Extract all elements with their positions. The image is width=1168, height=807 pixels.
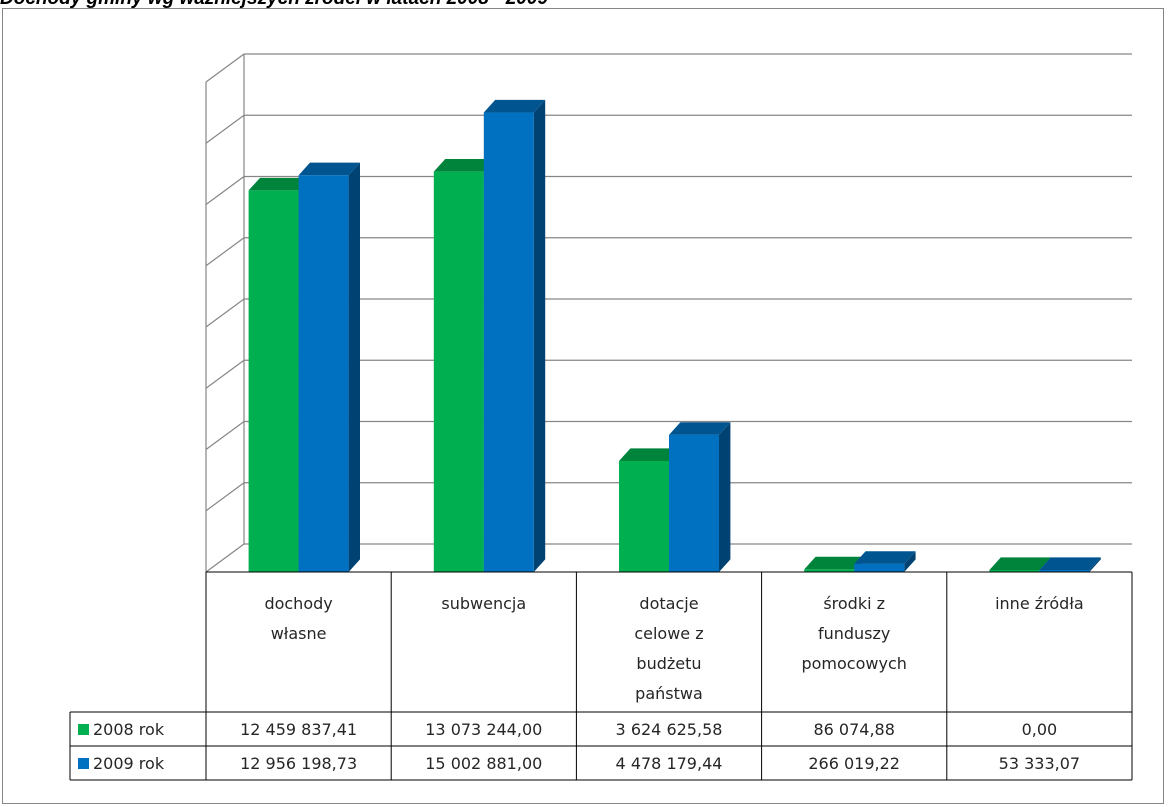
data-label: 86 074,88 [813,720,895,739]
data-label: 4 478 179,44 [615,754,723,773]
bar-2009-rok-2 [669,434,719,572]
data-label: 53 333,07 [998,754,1081,773]
gridline-side [205,53,245,83]
bar-2009-rok-1 [483,112,534,572]
category-label: dochody własne [264,594,333,643]
gridline-side [205,421,245,450]
bar-2009-rok-1-top [483,99,546,113]
data-label: 12 956 198,73 [240,754,358,773]
bar-2009-rok-4-top [1039,557,1101,570]
bar-2009-rok-3-top [854,551,916,564]
gridline-side [205,298,245,328]
legend-label: 2009 rok [93,754,165,773]
bar-2008-rok-1-top [433,159,496,172]
bar-2008-rok-3 [804,569,855,572]
bar-2008-rok-3-top [804,556,866,570]
data-label: 266 019,22 [808,754,900,773]
data-label: 0,00 [1021,720,1058,739]
data-label: 13 073 244,00 [425,720,543,739]
category-label: środki z funduszy pomocowych [801,594,907,673]
category-label: subwencja [441,594,527,613]
bar-2009-rok-0-top [298,162,360,176]
gridline-side [205,237,245,267]
gridline-side [205,114,245,144]
bar-2009-rok-3 [854,563,905,572]
gridline-side [205,176,245,205]
legend-swatch [78,724,89,735]
bar-2008-rok-2 [619,460,669,572]
bar-2008-rok-0 [248,190,299,572]
gridline-side [205,543,245,573]
bar-2009-rok-1-side [533,99,546,572]
chart-title: Dochody gminy wg ważniejszych źródeł w l… [0,0,548,10]
category-label: inne źródła [995,594,1084,613]
bar-2009-rok-4-side [1089,557,1101,572]
bar-2009-rok-2-side [719,422,731,572]
legend-swatch [78,758,89,769]
gridline-side [205,482,245,512]
gridline-side [205,359,245,389]
bar-2009-rok-2-top [669,422,731,435]
bar-2009-rok-4 [1039,570,1090,572]
legend-2008-rok: 2008 rok [78,720,164,740]
bar-2008-rok-4 [989,570,1040,572]
category-label: dotacje celowe z budżetu państwa [634,594,704,703]
bar-2008-rok-1 [433,171,484,572]
bar-2009-rok-0 [298,175,349,572]
legend-label: 2008 rok [93,720,165,739]
legend-2009-rok: 2009 rok [78,754,164,774]
bar-2009-rok-0-side [348,162,360,573]
bar-2008-rok-2-top [619,448,681,461]
bar-2009-rok-3-side [904,551,916,572]
bar-2008-rok-0-top [248,177,310,191]
data-label: 12 459 837,41 [240,720,358,739]
data-label: 15 002 881,00 [425,754,543,773]
bar-2008-rok-4-top [989,557,1051,570]
data-label: 3 624 625,58 [615,720,723,739]
chart-frame [2,8,1164,804]
